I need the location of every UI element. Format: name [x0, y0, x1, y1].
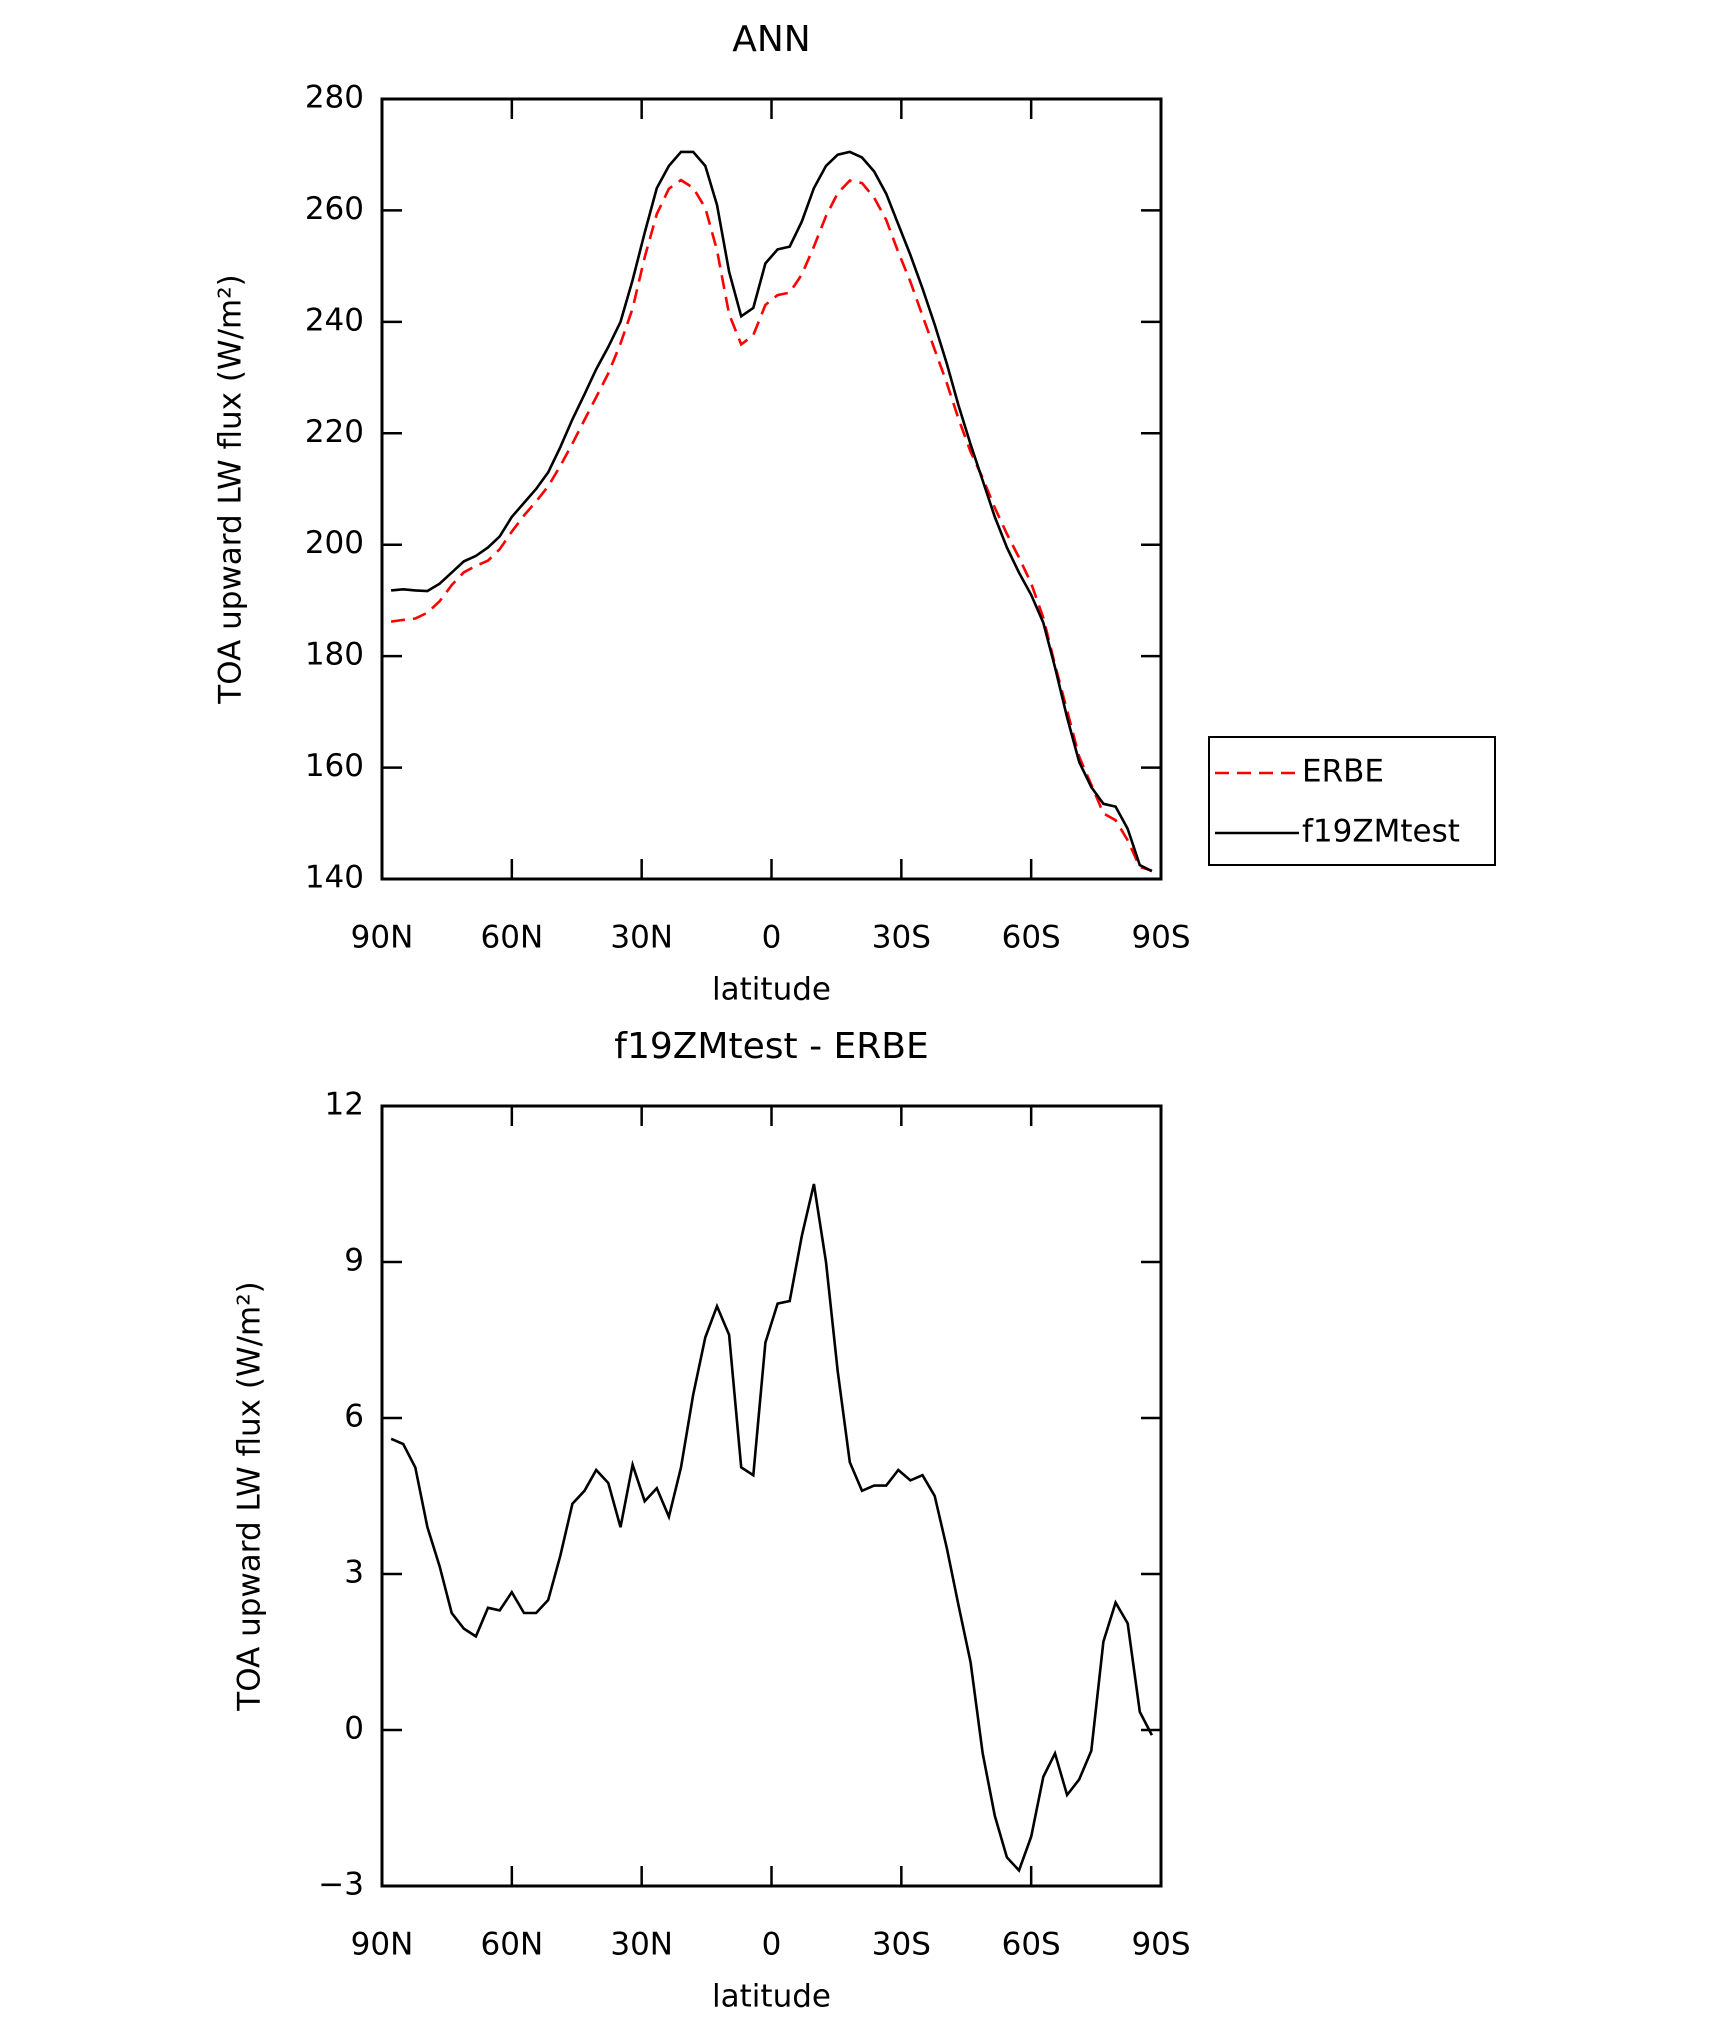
legend-label: ERBE — [1302, 754, 1384, 790]
plot-frame — [380, 97, 1163, 881]
data-line — [390, 178, 1153, 872]
y-axis-label: TOA upward LW flux (W/m²) — [213, 274, 249, 704]
x-axis-label: latitude — [712, 972, 831, 1008]
x-tick-label: 60N — [481, 1927, 544, 1963]
y-tick-label: 3 — [344, 1555, 364, 1591]
y-tick-label: −3 — [318, 1867, 364, 1903]
x-tick-label: 30S — [872, 920, 931, 956]
x-tick-label: 0 — [762, 920, 782, 956]
chart-title: f19ZMtest - ERBE — [614, 1026, 928, 1067]
x-tick-label: 30S — [872, 1927, 931, 1963]
y-tick-label: 180 — [305, 637, 364, 673]
y-tick-label: 260 — [305, 191, 364, 227]
y-tick-label: 220 — [305, 414, 364, 450]
plot-frame — [380, 1104, 1163, 1888]
data-line — [390, 150, 1153, 873]
x-tick-label: 90S — [1131, 1927, 1190, 1963]
y-tick-label: 240 — [305, 302, 364, 338]
y-tick-label: 0 — [344, 1711, 364, 1747]
y-tick-label: 6 — [344, 1399, 364, 1435]
x-tick-label: 0 — [762, 1927, 782, 1963]
x-tick-label: 60S — [1002, 1927, 1061, 1963]
x-tick-label: 60S — [1002, 920, 1061, 956]
x-tick-label: 90S — [1131, 920, 1190, 956]
y-tick-label: 9 — [344, 1243, 364, 1279]
legend-label: f19ZMtest — [1302, 814, 1460, 850]
y-tick-label: 160 — [305, 748, 364, 784]
x-axis-label: latitude — [712, 1979, 831, 2015]
data-line — [390, 1183, 1154, 1873]
y-tick-label: 140 — [305, 860, 364, 896]
x-tick-label: 30N — [610, 1927, 673, 1963]
legend-box — [1208, 736, 1496, 866]
chart-title: ANN — [732, 19, 811, 60]
x-tick-label: 60N — [481, 920, 544, 956]
y-tick-label: 12 — [325, 1087, 364, 1123]
x-tick-label: 30N — [610, 920, 673, 956]
x-tick-label: 90N — [351, 1927, 414, 1963]
y-tick-label: 280 — [305, 80, 364, 116]
x-tick-label: 90N — [351, 920, 414, 956]
y-axis-label: TOA upward LW flux (W/m²) — [232, 1281, 268, 1711]
y-tick-label: 200 — [305, 525, 364, 561]
